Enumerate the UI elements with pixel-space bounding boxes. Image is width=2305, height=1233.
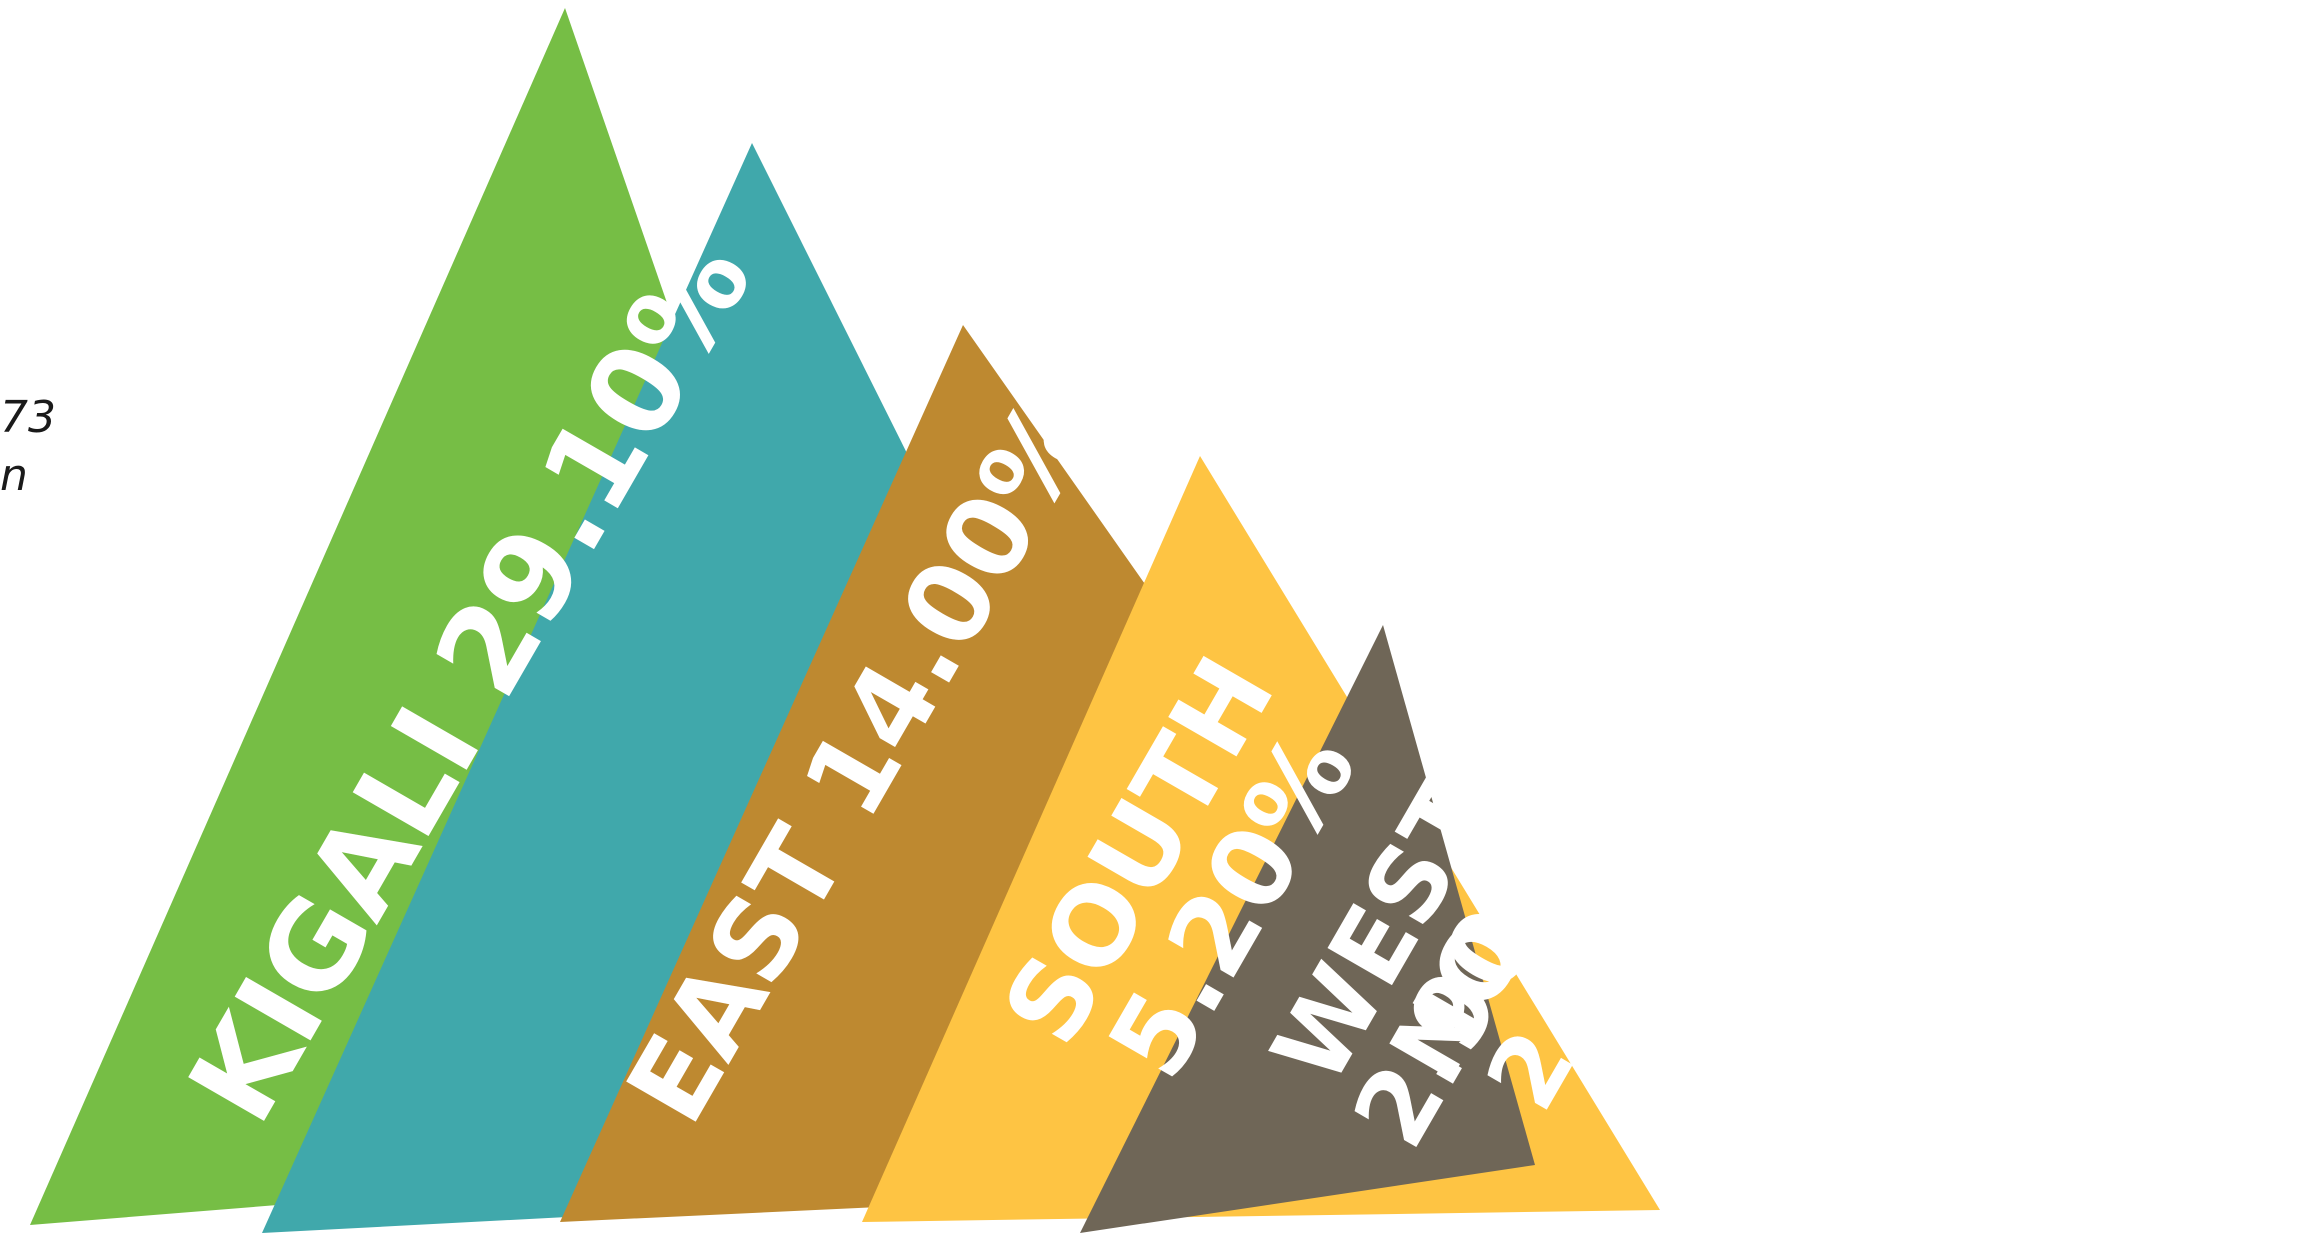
cropped-side-text-1: 73 [0, 392, 56, 443]
peak-north [1080, 625, 1535, 1233]
cropped-side-text-2: n [0, 450, 28, 501]
